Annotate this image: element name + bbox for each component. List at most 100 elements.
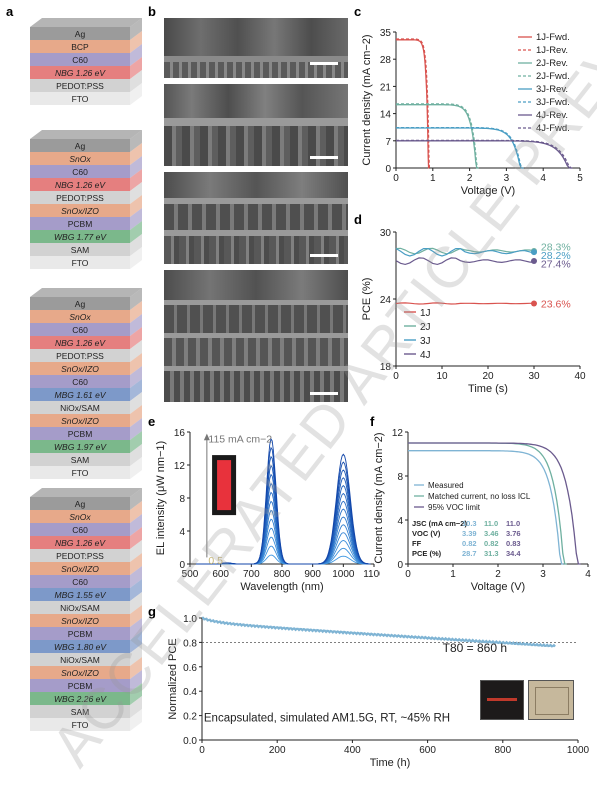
scale-bar [310, 392, 338, 395]
layer-label: PCBM [68, 681, 93, 691]
layer-front [30, 230, 130, 243]
layer-front [30, 388, 130, 401]
layer-label: C60 [72, 167, 88, 177]
jv-curve-3j-fwd- [396, 126, 524, 169]
layer-front [30, 653, 130, 666]
sem-image-2j [164, 84, 348, 166]
layer-label: Ag [75, 299, 86, 309]
layer-side [130, 169, 142, 191]
stack-layer: C60 [30, 314, 142, 336]
stack-layer: SnOx [30, 301, 142, 323]
layer-side [130, 709, 142, 731]
panel-label-g: g [148, 604, 156, 619]
x-tick-label: 2 [467, 173, 473, 184]
table-row-label: VOC (V) [412, 529, 441, 538]
layer-side [130, 514, 142, 536]
layer-side [130, 327, 142, 349]
layer-side [130, 553, 142, 575]
layer-label: WBG 1.97 eV [54, 442, 107, 452]
el-spectrum-curve [196, 437, 371, 565]
layer-label: PCBM [68, 629, 93, 639]
layer-side [130, 392, 142, 414]
arrow-head [203, 433, 210, 441]
stack-layer: SnOx/IZO [30, 553, 142, 575]
y-tick-label: 4 [397, 516, 403, 527]
legend-label: Measured [428, 481, 464, 490]
layer-front [30, 440, 130, 453]
y-tick-label: 0 [179, 560, 185, 571]
layer-side [130, 182, 142, 204]
scale-bar [310, 156, 338, 159]
x-tick-label: 1 [430, 173, 436, 184]
layer-front [30, 66, 130, 79]
table-cell: 3.46 [484, 529, 499, 538]
pce-endpoint [531, 249, 537, 256]
layer-side [130, 670, 142, 692]
x-tick-label: 1000 [332, 569, 355, 580]
layer-label: NBG 1.26 eV [55, 180, 106, 190]
layer-label: SAM [71, 245, 89, 255]
legend-label: 4J [420, 350, 431, 361]
pce-final-label: 23.6% [541, 298, 571, 310]
y-tick-label: 14 [380, 110, 392, 121]
legend-label: 2J [420, 322, 431, 333]
layer-front [30, 362, 130, 375]
x-tick-label: 800 [274, 569, 291, 580]
layer-side [130, 579, 142, 601]
x-tick-label: 3 [540, 569, 546, 580]
layer-label: SnOx [69, 312, 91, 322]
layer-top [30, 288, 142, 297]
stack-layer: NiOx/SAM [30, 592, 142, 614]
pce-endpoint [531, 300, 537, 307]
layer-side [130, 566, 142, 588]
layer-label: FTO [72, 720, 89, 730]
layer-top [30, 18, 142, 27]
x-tick-label: 0 [393, 371, 399, 382]
y-tick-label: 0 [385, 164, 391, 175]
layer-label: SnOx/IZO [61, 206, 99, 216]
stack-layer: PEDOT:PSS [30, 340, 142, 362]
layer-front [30, 666, 130, 679]
layer-side [130, 57, 142, 79]
x-axis-label: Voltage (V) [471, 581, 525, 593]
chart-d-pce-tracking: 0 10 20 30 40 18 24 30 Time (s) PCE (%) 28.3%28.2%… [361, 228, 586, 395]
legend-label: 4J-Rev. [536, 110, 568, 121]
stack-layer: Ag [30, 488, 142, 510]
conditions-annotation: Encapsulated, simulated AM1.5G, RT, ~45%… [204, 713, 450, 725]
legend-label: 3J [420, 336, 431, 347]
y-tick-label: 0.6 [183, 663, 197, 674]
y-tick-label: 35 [380, 28, 392, 39]
layer-label: WBG 1.77 eV [54, 232, 107, 242]
stack-layer: PCBM [30, 208, 142, 230]
table-cell: 0.82 [462, 539, 477, 548]
layer-front [30, 256, 130, 269]
table-cell: 11.0 [484, 519, 498, 528]
layer-label: SnOx/IZO [61, 364, 99, 374]
pce-endpoint [531, 258, 537, 265]
x-tick-label: 2 [495, 569, 501, 580]
layer-side [130, 540, 142, 562]
y-axis-label: Current density (mA cm−2) [373, 432, 385, 563]
y-axis-label: PCE (%) [361, 278, 373, 321]
layer-label: BCP [71, 42, 89, 52]
stack-layer: WBG 1.80 eV [30, 631, 142, 653]
stack-layer: Ag [30, 288, 142, 310]
layer-side [130, 156, 142, 178]
panel-label-c: c [354, 4, 362, 19]
layer-side [130, 288, 142, 310]
panel-label-d: d [354, 212, 362, 227]
current-annotation-bottom: 0.5 [208, 555, 223, 567]
layer-label: SnOx/IZO [61, 616, 99, 626]
layer-label: WBG 2.26 eV [54, 694, 107, 704]
x-axis-label: Time (h) [370, 757, 411, 769]
layer-front [30, 614, 130, 627]
jv-curve-2j-rev- [396, 104, 478, 169]
pce-final-label: 27.4% [541, 258, 571, 270]
layer-side [130, 379, 142, 401]
layer-label: NBG 1.26 eV [55, 538, 106, 548]
chart-c-jv-curves: 0 1 2 3 4 5 0 7 14 21 28 35 Voltage (V) Current densi… [361, 28, 583, 197]
layer-label: NiOx/SAM [60, 655, 100, 665]
layer-side [130, 83, 142, 105]
layer-front [30, 427, 130, 440]
